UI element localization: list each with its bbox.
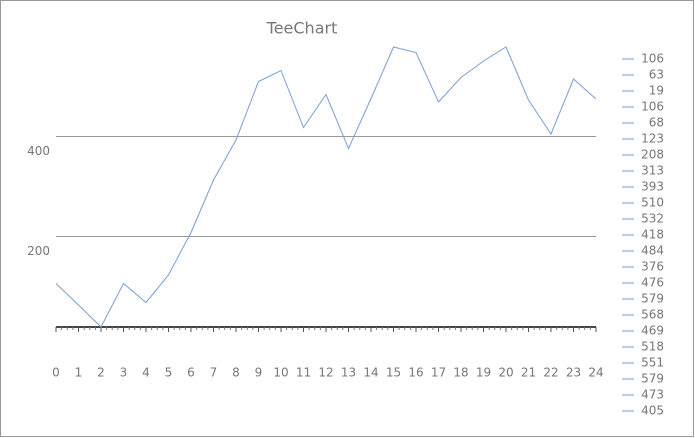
x-tick-label: 19: [476, 366, 491, 380]
x-tick-label: 24: [588, 366, 603, 380]
x-tick-label: 4: [142, 366, 150, 380]
x-tick-label: 16: [408, 366, 423, 380]
series-line: [55, 46, 597, 328]
x-tick-label: 0: [52, 366, 60, 380]
x-tick-label: 22: [543, 366, 558, 380]
legend-label: 518: [641, 340, 664, 354]
legend-label: 418: [641, 228, 664, 242]
x-tick-label: 15: [386, 366, 401, 380]
legend-label: 568: [641, 308, 664, 322]
legend-label: 376: [641, 260, 664, 274]
x-tick-label: 5: [165, 366, 173, 380]
x-tick-label: 11: [296, 366, 311, 380]
legend-label: 208: [641, 148, 664, 162]
legend-label: 484: [641, 244, 664, 258]
x-tick-label: 10: [273, 366, 288, 380]
x-tick-label: 2: [97, 366, 105, 380]
x-tick-label: 18: [453, 366, 468, 380]
x-tick-label: 7: [210, 366, 218, 380]
legend-label: 510: [641, 196, 664, 210]
x-tick-label: 20: [498, 366, 513, 380]
x-tick-label: 17: [431, 366, 446, 380]
y-tick-label: 200: [27, 244, 50, 258]
legend-label: 579: [641, 292, 664, 306]
legend-label: 473: [641, 388, 664, 402]
legend-label: 123: [641, 132, 664, 146]
legend-label: 313: [641, 164, 664, 178]
x-tick-label: 12: [318, 366, 333, 380]
legend-label: 551: [641, 356, 664, 370]
x-tick-label: 6: [187, 366, 195, 380]
x-tick-label: 21: [521, 366, 536, 380]
legend-label: 469: [641, 324, 664, 338]
x-tick-label: 1: [75, 366, 83, 380]
legend-label: 106: [641, 52, 664, 66]
legend-label: 476: [641, 276, 664, 290]
x-tick-label: 13: [341, 366, 356, 380]
legend-label: 19: [649, 84, 664, 98]
legend-label: 532: [641, 212, 664, 226]
x-tick-label: 9: [255, 366, 263, 380]
legend-label: 393: [641, 180, 664, 194]
legend-label: 405: [641, 404, 664, 418]
legend-label: 63: [649, 68, 664, 82]
x-tick-label: 23: [566, 366, 581, 380]
legend-label: 68: [649, 116, 664, 130]
legend-label: 579: [641, 372, 664, 386]
chart-title: TeeChart: [266, 19, 338, 38]
y-tick-label: 400: [27, 144, 50, 158]
legend-label: 106: [641, 100, 664, 114]
x-tick-label: 14: [363, 366, 378, 380]
x-tick-label: 8: [232, 366, 240, 380]
x-tick-label: 3: [120, 366, 128, 380]
